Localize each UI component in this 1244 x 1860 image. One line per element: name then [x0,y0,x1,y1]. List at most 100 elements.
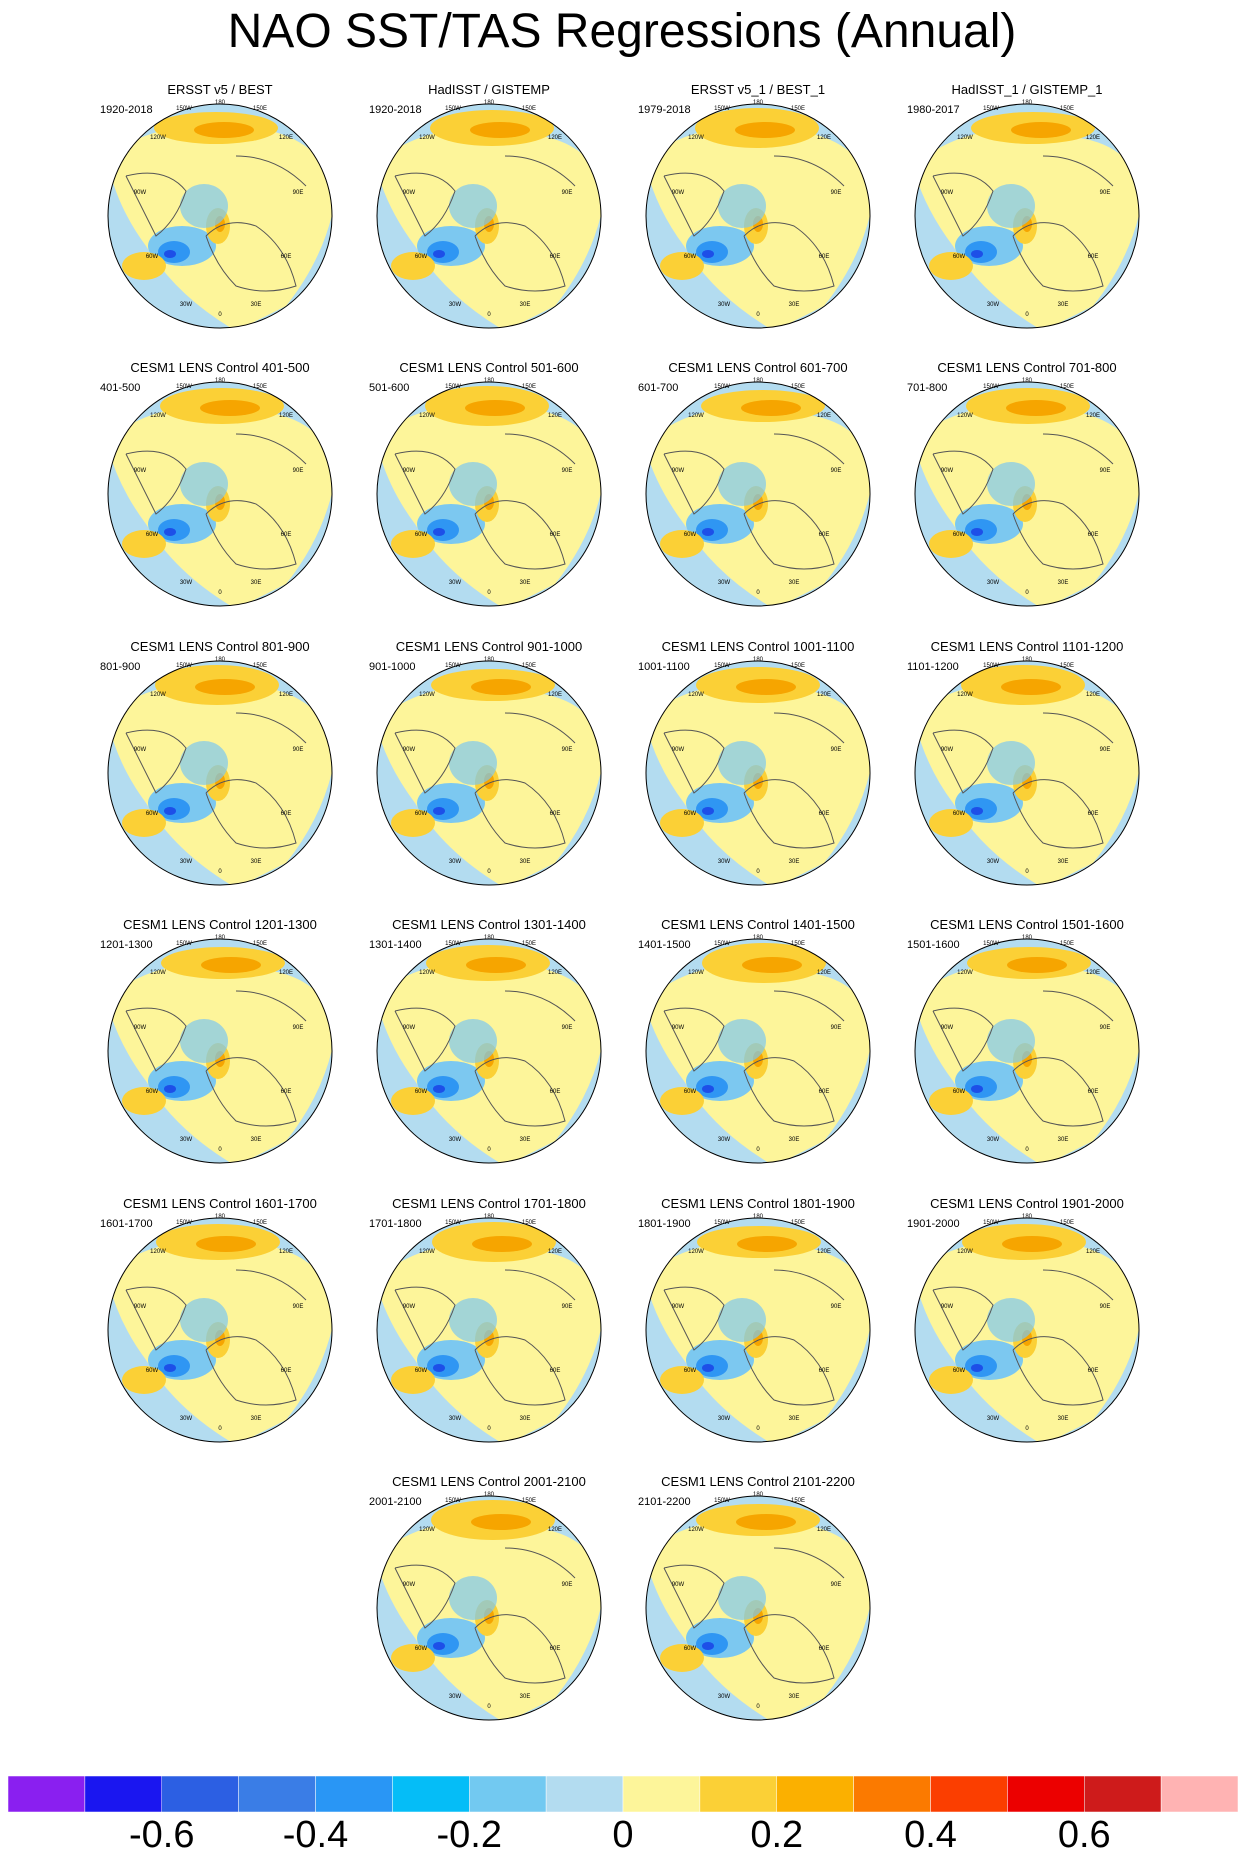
panel-title: CESM1 LENS Control 801-900 [130,639,310,654]
map-panel: CESM1 LENS Control 1001-1100 180 150W 150E 1… [624,639,892,907]
longitude-label: 150E [253,384,267,390]
longitude-label: 90W [134,1304,147,1310]
longitude-label: 0 [487,1704,491,1710]
longitude-label: 150E [1060,941,1074,947]
longitude-label: 150W [714,384,730,390]
panel-title: CESM1 LENS Control 1601-1700 [123,1196,317,1211]
longitude-label: 150W [983,106,999,112]
map-panel: CESM1 LENS Control 1101-1200 180 150W 150E 1… [893,639,1161,907]
panel-title: CESM1 LENS Control 1201-1300 [123,917,317,932]
longitude-label: 0 [756,590,760,596]
map-panel: CESM1 LENS Control 1501-1600 180 150W 150E 1… [893,917,1161,1185]
longitude-label: 90E [562,747,573,753]
longitude-label: 120W [688,1527,704,1533]
map-panel: CESM1 LENS Control 1801-1900 180 150W 150E 1… [624,1196,892,1464]
map-border [376,938,602,1164]
map-panel: CESM1 LENS Control 501-600 180 150W 150E 120… [355,360,623,628]
longitude-label: 90W [672,190,685,196]
longitude-label: 60E [1088,1089,1099,1095]
colorbar-swatch [622,1776,701,1812]
polar-map: 180 150W 150E 120W 120E 90W 90E 60W 60E 30W 30E 0 [645,657,871,886]
longitude-label: 120E [279,970,293,976]
longitude-label: 60W [146,811,159,817]
longitude-label: 60W [684,254,697,260]
longitude-label: 30E [1058,302,1069,308]
longitude-label: 30E [251,1137,262,1143]
longitude-label: 30W [449,1416,462,1422]
panel-period: 1920-2018 [369,104,422,116]
longitude-label: 0 [487,312,491,318]
longitude-label: 180 [484,935,495,941]
longitude-label: 60W [684,1368,697,1374]
map-border [645,103,871,329]
longitude-label: 90W [672,468,685,474]
longitude-label: 150E [522,1498,536,1504]
map-border [645,1217,871,1443]
longitude-label: 60E [281,254,292,260]
longitude-label: 0 [756,312,760,318]
longitude-label: 150E [522,1220,536,1226]
longitude-label: 150E [522,941,536,947]
map-border [107,938,333,1164]
longitude-label: 90E [831,468,842,474]
map-border [107,660,333,886]
longitude-label: 90E [293,190,304,196]
longitude-label: 30W [987,1416,1000,1422]
longitude-label: 60W [415,1089,428,1095]
longitude-label: 120E [279,1249,293,1255]
longitude-label: 90W [134,1025,147,1031]
polar-map: 180 150W 150E 120W 120E 90W 90E 60W 60E 30W 30E 0 [914,657,1140,886]
panel-period: 1601-1700 [100,1218,153,1230]
longitude-label: 150E [1060,1220,1074,1226]
panel-title: CESM1 LENS Control 401-500 [130,360,310,375]
longitude-label: 90E [1100,747,1111,753]
panel-period: 1501-1600 [907,939,960,951]
longitude-label: 0 [487,869,491,875]
longitude-label: 60W [146,532,159,538]
longitude-label: 60E [281,1368,292,1374]
longitude-label: 30W [718,302,731,308]
longitude-label: 120E [548,970,562,976]
longitude-label: 30E [789,302,800,308]
colorbar-swatch [84,1776,162,1812]
longitude-label: 30E [789,580,800,586]
polar-map: 180 150W 150E 120W 120E 90W 90E 60W 60E 30W 30E 0 [376,100,602,329]
longitude-label: 150E [791,106,805,112]
map-border [645,1495,871,1721]
longitude-label: 90E [831,190,842,196]
longitude-label: 120W [957,1249,973,1255]
longitude-label: 150E [791,941,805,947]
longitude-label: 90W [672,1304,685,1310]
colorbar-labels: -0.6 -0.4 -0.2 0 0.2 0.4 0.6 [0,1814,1244,1860]
map-border [914,381,1140,607]
polar-map: 180 150W 150E 120W 120E 90W 90E 60W 60E 30W 30E 0 [914,1214,1140,1443]
longitude-label: 60W [415,811,428,817]
map-border [645,660,871,886]
colorbar-swatch [1007,1776,1085,1812]
longitude-label: 90W [403,1582,416,1588]
longitude-label: 30W [180,1137,193,1143]
longitude-label: 60W [684,1646,697,1652]
longitude-label: 180 [1022,378,1033,384]
longitude-label: 30E [789,1416,800,1422]
map-border [914,938,1140,1164]
panel-title: CESM1 LENS Control 2001-2100 [392,1474,586,1489]
longitude-label: 120W [150,413,166,419]
map-panel: CESM1 LENS Control 1601-1700 180 150W 150E 1… [86,1196,354,1464]
longitude-label: 30W [987,859,1000,865]
longitude-label: 120W [150,135,166,141]
longitude-label: 30E [1058,859,1069,865]
longitude-label: 120E [548,692,562,698]
colorbar-label: -0.2 [436,1814,502,1856]
longitude-label: 180 [215,100,226,106]
longitude-label: 0 [218,1426,222,1432]
longitude-label: 120E [1086,135,1100,141]
longitude-label: 60W [146,254,159,260]
longitude-label: 60E [281,1089,292,1095]
panel-title: CESM1 LENS Control 1301-1400 [392,917,586,932]
longitude-label: 180 [753,657,764,663]
longitude-label: 60E [819,811,830,817]
panel-period: 1979-2018 [638,104,691,116]
polar-map: 180 150W 150E 120W 120E 90W 90E 60W 60E 30W 30E 0 [107,378,333,607]
longitude-label: 120W [150,1249,166,1255]
